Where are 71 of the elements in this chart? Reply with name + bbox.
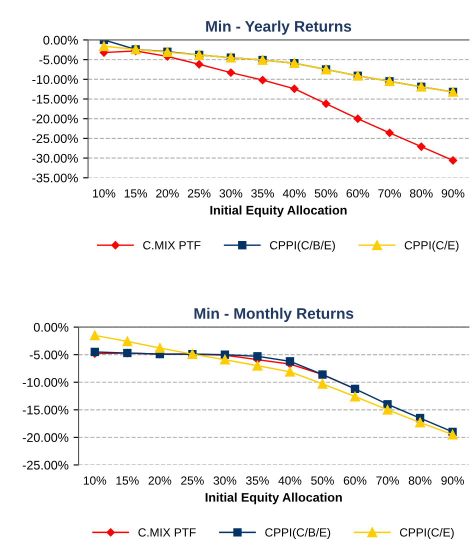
point xyxy=(252,360,262,371)
x-tick-label: 40% xyxy=(278,476,302,485)
x-tick-label: 25% xyxy=(188,189,211,198)
x-axis-title: Initial Equity Allocation xyxy=(206,492,342,504)
y-tick-label: -15.00% xyxy=(32,94,78,104)
legend-label: CPPI(C/E) xyxy=(404,240,458,252)
point xyxy=(194,60,204,68)
x-tick-label: 50% xyxy=(311,476,334,485)
x-tick-label: 30% xyxy=(214,476,236,485)
x-tick-label: 15% xyxy=(116,476,139,485)
x-tick-label: 80% xyxy=(408,476,432,485)
legend-label: C.MIX PTF xyxy=(138,528,196,537)
y-tick-label: -10.00% xyxy=(32,75,78,84)
point xyxy=(99,41,109,52)
x-tick-label: 10% xyxy=(93,189,116,198)
point xyxy=(226,68,235,77)
y-tick-label: -20.00% xyxy=(22,433,68,442)
x-tick-label: 15% xyxy=(124,189,148,198)
y-tick-label: -30.00% xyxy=(32,154,78,163)
point xyxy=(290,84,298,93)
y-tick-label: -35.00% xyxy=(32,174,78,182)
x-tick-label: 40% xyxy=(282,189,306,198)
point xyxy=(350,392,360,402)
legend-label: C.MIX PTF xyxy=(143,241,200,250)
legend-label: CPPI(C/B/E) xyxy=(270,240,335,252)
y-tick-label: -25.00% xyxy=(32,134,78,144)
point xyxy=(154,343,165,353)
x-tick-label: 70% xyxy=(376,476,399,485)
y-tick-label: -15.00% xyxy=(22,406,68,414)
point xyxy=(122,336,132,346)
y-tick-label: 0.00% xyxy=(34,322,68,332)
x-tick-label: 10% xyxy=(84,476,106,485)
x-tick-label: 90% xyxy=(442,189,464,198)
x-tick-label: 90% xyxy=(441,476,464,485)
x-tick-label: 80% xyxy=(410,189,433,198)
y-tick-label: -20.00% xyxy=(32,114,78,124)
x-tick-label: 60% xyxy=(344,476,366,485)
chart-title: Min - Yearly Returns xyxy=(206,20,352,35)
point xyxy=(448,430,458,440)
point xyxy=(448,156,458,165)
point xyxy=(90,330,100,340)
x-tick-label: 50% xyxy=(314,189,338,198)
point xyxy=(415,418,425,428)
point xyxy=(385,128,394,138)
x-axis-title: Initial Equity Allocation xyxy=(210,205,347,218)
point xyxy=(285,366,295,377)
point xyxy=(220,354,230,364)
point xyxy=(354,114,362,123)
y-tick-label: -5.00% xyxy=(30,350,68,360)
x-tick-label: 30% xyxy=(219,189,242,198)
y-tick-label: 0.00% xyxy=(43,36,78,45)
x-tick-label: 20% xyxy=(148,476,172,485)
point xyxy=(417,142,426,151)
x-tick-label: 70% xyxy=(378,189,401,198)
y-tick-label: -25.00% xyxy=(22,460,68,470)
point xyxy=(258,76,267,84)
point xyxy=(382,404,392,415)
point xyxy=(253,352,262,360)
point xyxy=(318,379,328,389)
y-tick-label: -5.00% xyxy=(39,55,78,64)
x-tick-label: 35% xyxy=(246,476,269,485)
legend-label: CPPI(C/E) xyxy=(400,528,454,539)
x-tick-label: 35% xyxy=(251,189,274,198)
point xyxy=(322,100,330,108)
legend-label: CPPI(C/B/E) xyxy=(265,528,330,539)
x-tick-label: 20% xyxy=(156,189,179,198)
y-tick-label: -10.00% xyxy=(22,378,68,387)
chart-title: Min - Monthly Returns xyxy=(194,308,354,322)
x-tick-label: 60% xyxy=(346,189,370,198)
point xyxy=(286,357,294,366)
x-tick-label: 25% xyxy=(181,476,204,485)
